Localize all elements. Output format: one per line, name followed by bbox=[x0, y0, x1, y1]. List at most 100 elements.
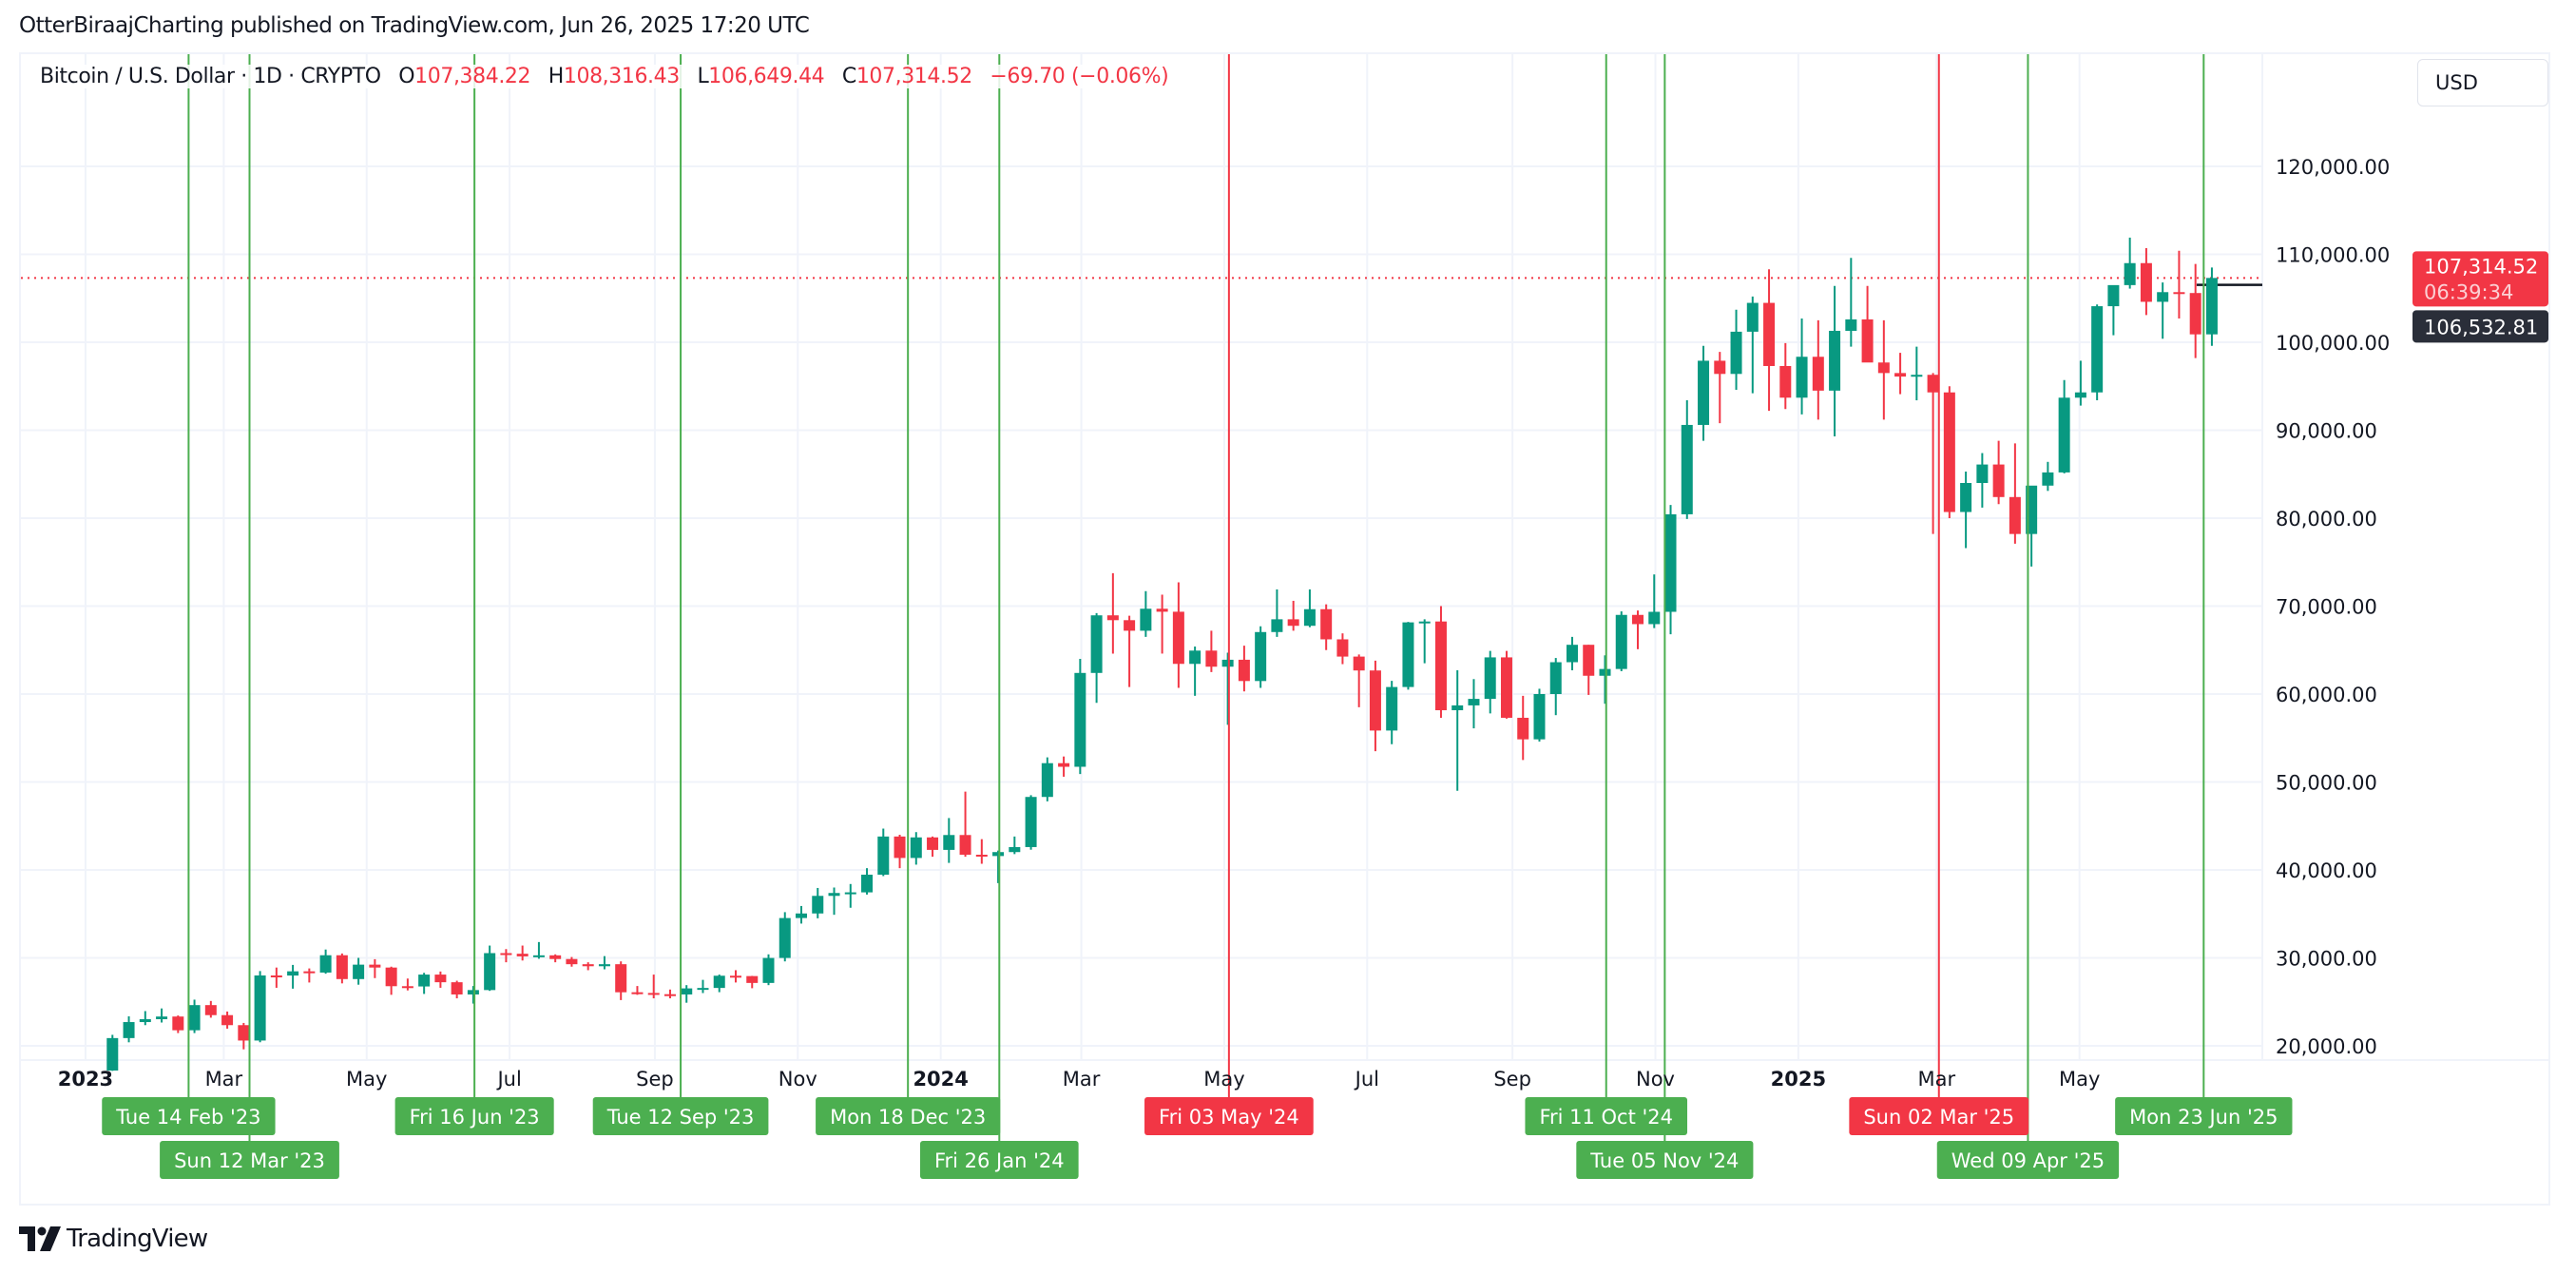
candle bbox=[2058, 379, 2070, 473]
candle bbox=[1468, 679, 1480, 729]
candle-body bbox=[172, 1016, 184, 1031]
candle-body bbox=[681, 988, 693, 994]
candle-body bbox=[336, 955, 348, 979]
candle bbox=[1779, 342, 1792, 410]
candle bbox=[303, 968, 316, 983]
time-tick-label: 2023 bbox=[58, 1068, 113, 1091]
candles bbox=[106, 237, 2218, 1071]
candle-body bbox=[484, 953, 496, 991]
candle bbox=[1041, 757, 1053, 801]
candle-body bbox=[713, 975, 725, 989]
candle-body bbox=[796, 913, 808, 918]
vertical-marker-label: Mon 18 Dec '23 bbox=[816, 1097, 1001, 1135]
candle bbox=[762, 954, 775, 986]
candle bbox=[1320, 604, 1333, 650]
candle bbox=[812, 887, 824, 918]
candle-body bbox=[500, 953, 512, 956]
vertical-marker-label: Fri 26 Jan '24 bbox=[919, 1141, 1079, 1179]
marker-label-text: Wed 09 Apr '25 bbox=[1951, 1149, 2105, 1172]
candle bbox=[1812, 319, 1824, 420]
candle-body bbox=[1976, 464, 1989, 483]
candle bbox=[1140, 590, 1152, 637]
candle bbox=[927, 836, 939, 858]
candle bbox=[1418, 619, 1431, 664]
candle bbox=[1943, 386, 1955, 518]
marker-label-text: Fri 11 Oct '24 bbox=[1539, 1106, 1673, 1129]
candle bbox=[894, 835, 906, 869]
candle-body bbox=[1877, 362, 1890, 374]
candle-body bbox=[1484, 657, 1496, 700]
time-tick-label: Jul bbox=[1354, 1068, 1379, 1091]
price-tick-label: 80,000.00 bbox=[2276, 508, 2377, 531]
vertical-marker-label: Tue 12 Sep '23 bbox=[592, 1097, 769, 1135]
candle bbox=[336, 953, 348, 984]
candle-body bbox=[1730, 331, 1742, 375]
candle bbox=[516, 945, 529, 961]
candle bbox=[500, 949, 512, 963]
candle-body bbox=[1500, 657, 1512, 718]
candle bbox=[2124, 237, 2136, 289]
time-tick-label: 2024 bbox=[913, 1068, 968, 1091]
candle bbox=[319, 949, 332, 975]
candle bbox=[353, 957, 365, 985]
candle-body bbox=[1386, 686, 1398, 731]
time-tick-label: May bbox=[1203, 1068, 1244, 1091]
price-tick-label: 90,000.00 bbox=[2276, 420, 2377, 443]
candle-body bbox=[1140, 608, 1152, 631]
marker-label-box bbox=[394, 1097, 554, 1135]
candle-body bbox=[746, 975, 759, 983]
candle-body bbox=[106, 1037, 119, 1071]
candle-body bbox=[959, 835, 971, 855]
candle-body bbox=[2091, 306, 2104, 393]
candle bbox=[532, 941, 545, 959]
candle-body bbox=[1221, 659, 1234, 667]
candle bbox=[451, 980, 463, 999]
candle-body bbox=[123, 1022, 135, 1038]
candle-body bbox=[927, 837, 939, 850]
chart-frame bbox=[19, 52, 2550, 1206]
candle bbox=[1172, 582, 1184, 688]
candle bbox=[729, 970, 741, 983]
candle-body bbox=[385, 967, 397, 987]
candle-body bbox=[1058, 762, 1070, 767]
candle bbox=[959, 791, 971, 858]
candle-body bbox=[1369, 670, 1381, 731]
price-axis[interactable]: 120,000.00 110,000.00 100,000.00 90,000.00 8… bbox=[2276, 156, 2390, 1058]
candle-body bbox=[270, 975, 282, 977]
symbol-title[interactable]: Bitcoin / U.S. Dollar · 1D · CRYPTO bbox=[40, 65, 381, 88]
candle-body bbox=[762, 957, 775, 983]
candle-body bbox=[319, 955, 332, 973]
candle bbox=[1353, 654, 1365, 707]
candle bbox=[1009, 836, 1021, 855]
countdown-text: 06:39:34 bbox=[2424, 280, 2513, 303]
candle bbox=[2009, 443, 2021, 544]
candle bbox=[434, 971, 447, 988]
marker-label-box bbox=[1576, 1141, 1754, 1179]
candle-body bbox=[451, 982, 463, 994]
candle bbox=[582, 962, 594, 971]
currency-button[interactable]: USD bbox=[2417, 59, 2548, 106]
publisher-caption: OtterBiraajCharting published on Trading… bbox=[19, 13, 810, 38]
tradingview-logo[interactable]: TradingView bbox=[19, 1225, 208, 1253]
candle-body bbox=[1009, 846, 1021, 853]
candle-body bbox=[1287, 619, 1299, 627]
marker-label-text: Mon 23 Jun '25 bbox=[2129, 1106, 2278, 1129]
candle-body bbox=[1320, 608, 1333, 640]
price-lines bbox=[21, 277, 2262, 286]
time-axis[interactable]: 2023 Mar May Jul Sep Nov 2024 Mar May Jul Sep Nov 20… bbox=[58, 1068, 2101, 1091]
candle-body bbox=[1960, 483, 1972, 512]
last-price-text: 107,314.52 bbox=[2424, 255, 2538, 278]
candle bbox=[844, 883, 856, 908]
candle-body bbox=[1648, 611, 1661, 625]
candle bbox=[1074, 659, 1086, 775]
low-label: L bbox=[697, 65, 709, 88]
candle-body bbox=[1025, 797, 1037, 847]
candle bbox=[1434, 606, 1447, 718]
candle bbox=[1369, 660, 1381, 752]
vertical-marker-label: Tue 05 Nov '24 bbox=[1576, 1141, 1754, 1179]
candle bbox=[1763, 269, 1776, 412]
vertical-marker-label: Tue 14 Feb '23 bbox=[102, 1097, 276, 1135]
candle-body bbox=[1796, 357, 1808, 398]
candle-body bbox=[1353, 656, 1365, 671]
